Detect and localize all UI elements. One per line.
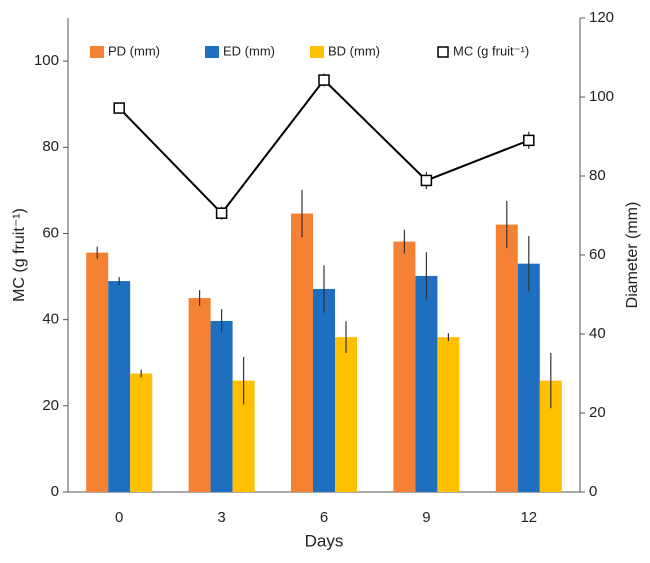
marker bbox=[318, 74, 330, 86]
y2-tick-label: 60 bbox=[589, 246, 606, 263]
bar bbox=[393, 241, 416, 492]
bar bbox=[232, 380, 255, 492]
bar bbox=[188, 298, 211, 492]
y2-tick-label: 100 bbox=[589, 88, 614, 105]
y-tick-label: 60 bbox=[42, 224, 59, 241]
bar bbox=[130, 373, 153, 492]
legend-label: PD (mm) bbox=[108, 43, 160, 58]
y2-tick-label: 20 bbox=[589, 404, 606, 421]
x-tick-label: 9 bbox=[422, 509, 430, 526]
bar bbox=[415, 275, 438, 492]
bar bbox=[495, 224, 518, 492]
y-axis-title: MC (g fruit⁻¹) bbox=[11, 208, 28, 302]
x-tick-label: 3 bbox=[217, 509, 225, 526]
y2-tick-label: 80 bbox=[589, 167, 606, 184]
x-tick-label: 6 bbox=[320, 509, 328, 526]
marker bbox=[523, 134, 535, 147]
bar bbox=[335, 337, 357, 492]
y2-tick-label: 0 bbox=[589, 483, 597, 500]
bar bbox=[210, 320, 233, 492]
legend-label: BD (mm) bbox=[328, 43, 380, 58]
bar bbox=[539, 380, 562, 492]
line bbox=[118, 78, 530, 215]
y2-tick-label: 120 bbox=[589, 9, 614, 26]
y2-axis-title: Diameter (mm) bbox=[624, 202, 641, 309]
bar bbox=[313, 288, 335, 492]
legend-label: MC (g fruit⁻¹) bbox=[453, 43, 529, 58]
y-tick-label: 80 bbox=[42, 138, 59, 155]
bar bbox=[108, 281, 131, 492]
bar bbox=[291, 213, 313, 492]
marker bbox=[113, 102, 125, 114]
legend-marker bbox=[437, 46, 449, 58]
y-tick-label: 20 bbox=[42, 397, 59, 414]
legend-swatch bbox=[90, 46, 104, 58]
bar bbox=[437, 337, 460, 492]
marker bbox=[420, 174, 433, 187]
bar bbox=[86, 252, 109, 492]
y-tick-label: 40 bbox=[42, 311, 59, 328]
y-tick-label: 100 bbox=[34, 52, 59, 69]
x-tick-label: 12 bbox=[520, 509, 537, 526]
bar bbox=[517, 263, 540, 492]
y-tick-label: 0 bbox=[51, 483, 59, 500]
legend-swatch bbox=[205, 46, 219, 58]
x-axis-title: Days bbox=[305, 531, 344, 550]
legend-label: ED (mm) bbox=[223, 43, 275, 58]
marker bbox=[215, 207, 228, 219]
legend-swatch bbox=[310, 46, 324, 58]
y2-tick-label: 40 bbox=[589, 325, 606, 342]
x-tick-label: 0 bbox=[115, 509, 123, 526]
